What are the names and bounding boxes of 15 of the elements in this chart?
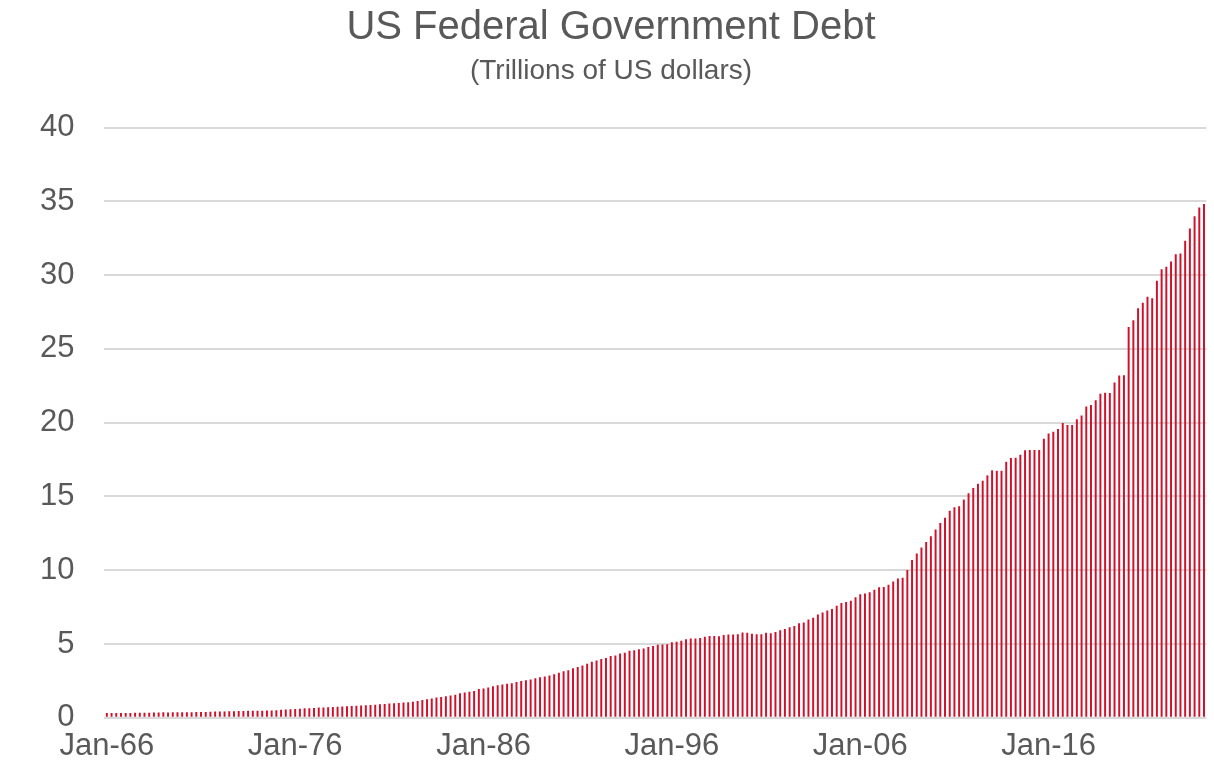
y-tick-label: 40 [40, 108, 75, 144]
chart-title: US Federal Government Debt [346, 3, 876, 48]
y-tick-label: 15 [40, 477, 75, 513]
x-tick-label: Jan-16 [1001, 726, 1096, 762]
y-tick-label: 35 [40, 181, 75, 217]
x-tick-label: Jan-06 [812, 726, 908, 762]
y-tick-label: 20 [40, 403, 75, 439]
chart-subtitle: (Trillions of US dollars) [469, 53, 753, 85]
x-tick-label: Jan-96 [624, 726, 720, 762]
y-tick-label: 10 [40, 550, 75, 586]
y-tick-label: 5 [57, 624, 75, 660]
x-tick-label: Jan-86 [436, 726, 531, 762]
x-tick-label: Jan-76 [247, 726, 343, 762]
y-tick-label: 25 [40, 329, 75, 365]
y-tick-label: 30 [40, 255, 75, 291]
